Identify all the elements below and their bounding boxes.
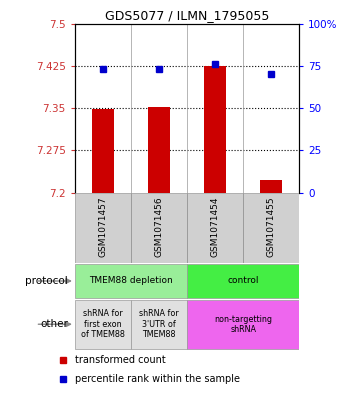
Text: control: control [227,277,259,285]
Text: shRNA for
3'UTR of
TMEM88: shRNA for 3'UTR of TMEM88 [139,309,179,339]
Bar [131,300,187,349]
Bar [243,193,299,263]
Bar [187,264,299,298]
Text: TMEM88 depletion: TMEM88 depletion [89,277,173,285]
Title: GDS5077 / ILMN_1795055: GDS5077 / ILMN_1795055 [105,9,269,22]
Text: protocol: protocol [25,276,68,286]
Bar [187,193,243,263]
Bar [204,66,226,193]
Bar [75,300,131,349]
Text: percentile rank within the sample: percentile rank within the sample [75,374,240,384]
Bar [75,193,131,263]
Text: transformed count: transformed count [75,354,166,365]
Bar [91,109,114,193]
Text: GSM1071455: GSM1071455 [267,196,276,257]
Bar [260,180,282,193]
Bar [131,193,187,263]
Text: other: other [40,319,68,329]
Bar [75,264,187,298]
Text: GSM1071457: GSM1071457 [98,196,107,257]
Text: GSM1071456: GSM1071456 [154,196,164,257]
Bar [187,300,299,349]
Text: non-targetting
shRNA: non-targetting shRNA [214,314,272,334]
Bar [148,107,170,193]
Text: GSM1071454: GSM1071454 [210,196,220,257]
Text: shRNA for
first exon
of TMEM88: shRNA for first exon of TMEM88 [81,309,125,339]
